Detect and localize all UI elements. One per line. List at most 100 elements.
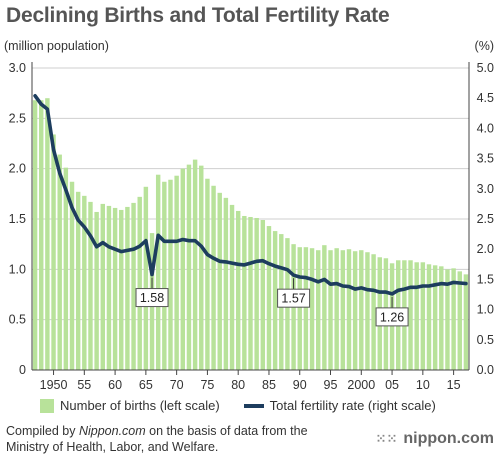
brand-mark-icon: ⁙⁙ [375,431,398,446]
births-bar [180,168,186,370]
source-note: Compiled by Nippon.com on the basis of d… [6,423,308,455]
callout-box [277,288,311,308]
births-bar [445,269,450,370]
births-legend-label: Number of births (left scale) [60,398,220,413]
births-bar [451,268,456,370]
tfr-line [33,94,468,296]
births-bar [75,191,81,370]
source-line2: Ministry of Health, Labor, and Welfare. [6,440,219,454]
left-axis-tick-label: 2.0 [9,162,26,176]
births-bar [217,192,222,370]
x-axis-tick-label: 10 [416,378,430,392]
right-axis-tick-label: 2.5 [477,212,494,226]
right-axis-tick-label: 3.5 [477,152,494,166]
right-axis-unit: (%) [474,39,494,53]
births-legend-swatch [40,398,54,413]
births-bar [88,201,93,370]
births-bar [359,250,364,370]
births-bar [211,185,216,370]
births-bar [426,264,432,370]
x-axis-tick-label: 95 [324,378,338,392]
source-suffix: on the basis of data from the [145,424,308,438]
x-axis-tick-label: 60 [108,378,122,392]
births-bar [112,207,118,370]
births-bar [414,262,419,370]
births-bar [365,252,370,370]
births-bar [297,247,302,370]
x-axis-tick-label: 2000 [347,378,375,392]
births-bar [186,164,192,370]
legend: Number of births (left scale) Total fert… [40,398,436,413]
births-bar [168,179,173,370]
births-bar [463,274,469,370]
births-bar [57,154,62,370]
births-bar [254,217,259,370]
left-axis-tick-label: 1.5 [9,212,26,226]
x-axis-tick-label: 85 [262,378,276,392]
births-bar [229,204,235,370]
births-bar [260,220,266,370]
births-bar [162,181,167,370]
births-bar [63,167,69,370]
births-bar [235,210,241,370]
callout-box [375,307,409,327]
births-bar [174,175,179,370]
source-site: Nippon.com [78,424,146,438]
brand-logo: ⁙⁙ nippon.com [376,430,494,448]
births-bar [205,178,210,370]
callout-box [135,288,169,308]
source-prefix: Compiled by [6,424,79,438]
brand-name: nippon.com [403,430,494,447]
left-axis-tick-label: 0 [19,363,26,377]
x-axis-tick-label: 75 [200,378,214,392]
births-bar [192,159,198,370]
births-bar [143,186,149,370]
tfr-legend-swatch [243,403,264,408]
right-axis-tick-label: 3.0 [477,182,494,196]
left-axis-unit: (million population) [4,39,109,53]
chart-title: Declining Births and Total Fertility Rat… [6,4,390,27]
births-bar [106,205,112,370]
births-bar [272,231,278,370]
births-bar [248,216,253,370]
births-bar [309,248,315,370]
right-axis-tick-label: 0.0 [477,363,494,377]
births-bar [51,134,56,370]
births-bar [420,262,426,370]
births-bar [408,260,413,370]
births-bar [457,271,462,370]
x-axis-tick-label: 15 [447,378,461,392]
births-bar [334,248,339,370]
births-bar [100,203,105,370]
births-bar [155,174,161,370]
births-bar [82,195,87,370]
x-axis-tick-label: 90 [293,378,307,392]
births-bar [137,196,142,370]
births-bar [340,250,346,370]
births-bar [199,165,204,370]
births-bar [45,98,50,370]
births-bar [439,266,444,370]
callout-label: 1.26 [380,310,404,324]
tfr-legend-label: Total fertility rate (right scale) [269,398,436,413]
births-bar [352,251,358,370]
births-bar [223,197,229,370]
left-axis-tick-label: 1.0 [9,262,26,276]
births-bar [328,250,333,370]
x-axis-tick-label: 80 [231,378,245,392]
right-axis-tick-label: 4.0 [477,121,494,135]
births-bar [94,211,99,370]
births-bar [322,245,327,370]
births-bar [131,202,136,370]
x-axis-tick-label: 65 [139,378,153,392]
x-axis-tick-label: 55 [77,378,91,392]
births-bar [371,254,376,370]
x-axis-tick-label: 05 [385,378,399,392]
births-bar [119,209,124,370]
x-axis-tick-label: 1950 [40,378,68,392]
births-bar [32,100,38,371]
left-axis-tick-label: 2.5 [9,111,26,125]
callout-label: 1.58 [140,291,164,305]
callout-label: 1.57 [281,292,305,306]
